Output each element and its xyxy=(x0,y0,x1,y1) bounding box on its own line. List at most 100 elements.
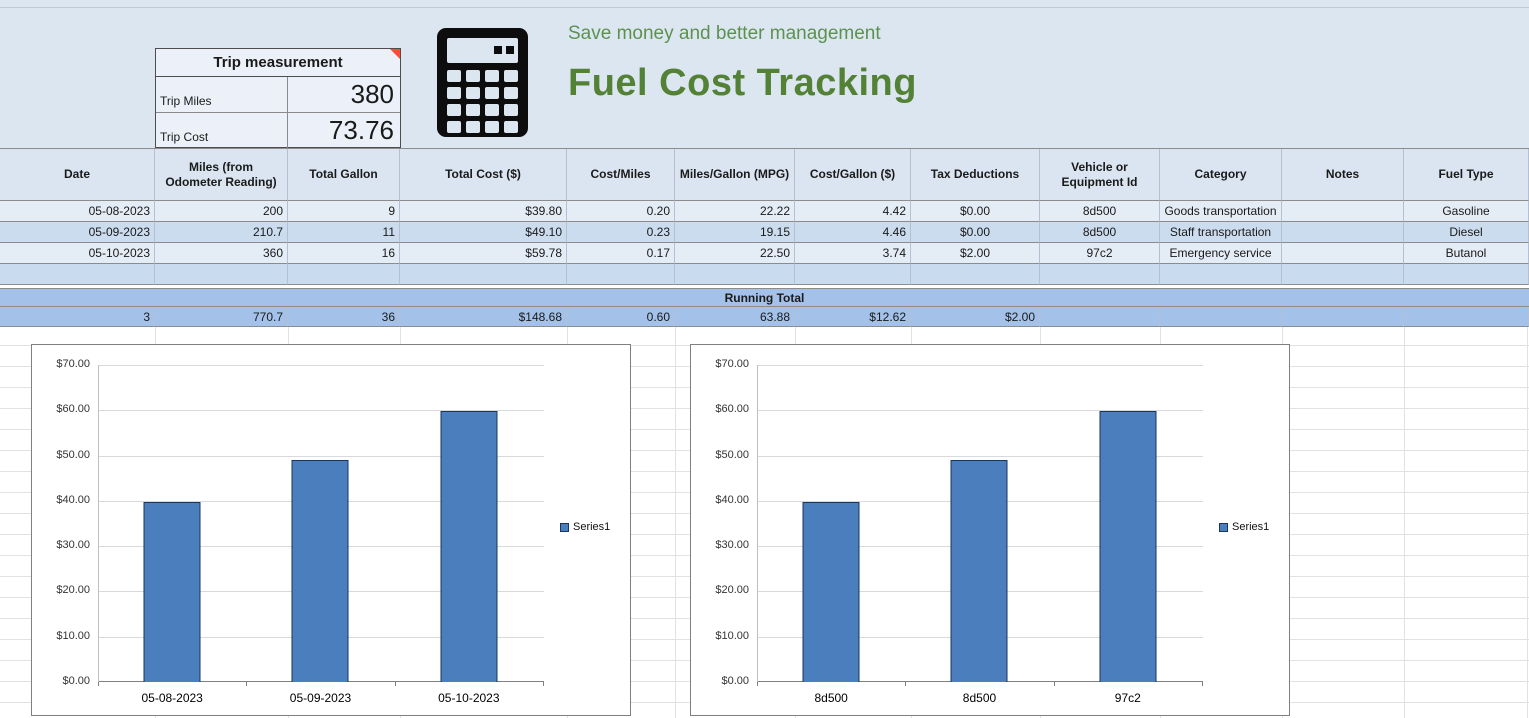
table-cell[interactable] xyxy=(1160,264,1282,285)
total-cost-by-date-chart[interactable]: $0.00 $10.00 $20.00 $30.00 $40.00 $50.00 $60.0… xyxy=(31,344,631,716)
table-cell[interactable]: 4.42 xyxy=(795,201,911,222)
table-cell[interactable]: 3.74 xyxy=(795,243,911,264)
total-cell[interactable]: $148.68 xyxy=(400,307,567,327)
table-cell[interactable] xyxy=(795,264,911,285)
table-cell[interactable]: 8d500 xyxy=(1040,201,1160,222)
chart-gridline xyxy=(99,455,544,457)
table-cell[interactable]: 22.22 xyxy=(675,201,795,222)
total-cost-by-vehicle-chart[interactable]: $0.00 $10.00 $20.00 $30.00 $40.00 $50.00 $60.0… xyxy=(690,344,1290,716)
table-cell[interactable] xyxy=(400,264,567,285)
column-header[interactable]: Date xyxy=(0,149,155,201)
total-cell[interactable] xyxy=(1160,307,1282,327)
total-cell[interactable]: 770.7 xyxy=(155,307,288,327)
gridline xyxy=(1404,325,1405,718)
bar[interactable] xyxy=(802,502,860,682)
table-cell[interactable] xyxy=(288,264,400,285)
table-cell[interactable]: 05-10-2023 xyxy=(0,243,155,264)
page-title[interactable]: Fuel Cost Tracking xyxy=(568,62,917,104)
table-cell[interactable]: $0.00 xyxy=(911,201,1040,222)
trip-miles-value[interactable]: 380 xyxy=(350,79,394,109)
table-cell[interactable]: 8d500 xyxy=(1040,222,1160,243)
total-cell[interactable]: 63.88 xyxy=(675,307,795,327)
x-axis-tick xyxy=(98,682,99,686)
table-cell[interactable] xyxy=(1282,222,1404,243)
table-cell[interactable]: 97c2 xyxy=(1040,243,1160,264)
column-header[interactable]: Cost/Miles xyxy=(567,149,675,201)
bar[interactable] xyxy=(1099,411,1157,682)
table-cell[interactable]: $0.00 xyxy=(911,222,1040,243)
table-cell[interactable] xyxy=(155,264,288,285)
table-cell[interactable]: 0.23 xyxy=(567,222,675,243)
table-cell[interactable]: Butanol xyxy=(1404,243,1529,264)
x-axis-tick xyxy=(394,682,396,686)
table-cell[interactable] xyxy=(1282,201,1404,222)
table-cell[interactable]: 4.46 xyxy=(795,222,911,243)
table-cell[interactable] xyxy=(1040,264,1160,285)
table-cell[interactable]: 0.20 xyxy=(567,201,675,222)
table-cell[interactable]: Diesel xyxy=(1404,222,1529,243)
table-cell[interactable]: 05-09-2023 xyxy=(0,222,155,243)
total-cell[interactable] xyxy=(1040,307,1160,327)
table-cell[interactable]: 200 xyxy=(155,201,288,222)
table-cell[interactable]: 22.50 xyxy=(675,243,795,264)
y-axis-tick-label: $0.00 xyxy=(62,675,90,687)
table-cell[interactable]: Goods transportation xyxy=(1160,201,1282,222)
table-cell[interactable]: $39.80 xyxy=(400,201,567,222)
total-cell[interactable]: $12.62 xyxy=(795,307,911,327)
total-cell[interactable] xyxy=(1404,307,1529,327)
table-cell[interactable]: 360 xyxy=(155,243,288,264)
table-cell[interactable] xyxy=(1282,264,1404,285)
bar[interactable] xyxy=(950,460,1008,682)
table-cell[interactable] xyxy=(1282,243,1404,264)
bar[interactable] xyxy=(143,502,201,682)
bar[interactable] xyxy=(291,460,349,682)
trip-measurement-box: Trip measurement Trip Miles 380 Trip Cos… xyxy=(155,48,401,148)
trip-miles-label[interactable]: Trip Miles xyxy=(156,77,288,112)
table-cell[interactable] xyxy=(911,264,1040,285)
table-cell[interactable]: 9 xyxy=(288,201,400,222)
column-header[interactable]: Cost/Gallon ($) xyxy=(795,149,911,201)
table-cell[interactable]: 16 xyxy=(288,243,400,264)
column-header[interactable]: Notes xyxy=(1282,149,1404,201)
column-header[interactable]: Vehicle or Equipment Id xyxy=(1040,149,1160,201)
trip-box-title[interactable]: Trip measurement xyxy=(156,49,400,77)
bar[interactable] xyxy=(440,411,498,682)
table-cell[interactable]: $49.10 xyxy=(400,222,567,243)
total-cell[interactable]: 0.60 xyxy=(567,307,675,327)
total-cell[interactable]: 3 xyxy=(0,307,155,327)
table-cell[interactable]: Gasoline xyxy=(1404,201,1529,222)
legend[interactable]: Series1 xyxy=(560,521,610,533)
trip-cost-label[interactable]: Trip Cost xyxy=(156,113,288,148)
running-total-row[interactable]: Running Total xyxy=(0,289,1529,307)
legend-swatch-icon xyxy=(1219,522,1228,532)
sheet-subtitle[interactable]: Save money and better management xyxy=(568,23,881,44)
table-cell[interactable]: $2.00 xyxy=(911,243,1040,264)
table-cell[interactable]: 19.15 xyxy=(675,222,795,243)
total-cell[interactable] xyxy=(1282,307,1404,327)
table-cell[interactable] xyxy=(675,264,795,285)
total-cell[interactable]: 36 xyxy=(288,307,400,327)
table-cell[interactable]: Emergency service xyxy=(1160,243,1282,264)
table-cell[interactable]: 0.17 xyxy=(567,243,675,264)
column-header[interactable]: Tax Deductions xyxy=(911,149,1040,201)
column-header[interactable]: Category xyxy=(1160,149,1282,201)
column-header[interactable]: Miles (from Odometer Reading) xyxy=(155,149,288,201)
calculator-icon[interactable] xyxy=(435,26,530,139)
trip-cost-value[interactable]: 73.76 xyxy=(328,115,394,145)
table-cell[interactable]: $59.78 xyxy=(400,243,567,264)
table-cell[interactable]: 11 xyxy=(288,222,400,243)
legend[interactable]: Series1 xyxy=(1219,521,1269,533)
column-header[interactable]: Fuel Type xyxy=(1404,149,1529,201)
legend-label: Series1 xyxy=(573,521,611,533)
table-cell[interactable]: 210.7 xyxy=(155,222,288,243)
table-cell[interactable]: Staff transportation xyxy=(1160,222,1282,243)
column-header[interactable]: Total Cost ($) xyxy=(400,149,567,201)
table-cell[interactable] xyxy=(1404,264,1529,285)
y-axis-tick-label: $40.00 xyxy=(56,493,90,506)
total-cell[interactable]: $2.00 xyxy=(911,307,1040,327)
column-header[interactable]: Total Gallon xyxy=(288,149,400,201)
table-cell[interactable] xyxy=(567,264,675,285)
column-header[interactable]: Miles/Gallon (MPG) xyxy=(675,149,795,201)
table-cell[interactable] xyxy=(0,264,155,285)
table-cell[interactable]: 05-08-2023 xyxy=(0,201,155,222)
